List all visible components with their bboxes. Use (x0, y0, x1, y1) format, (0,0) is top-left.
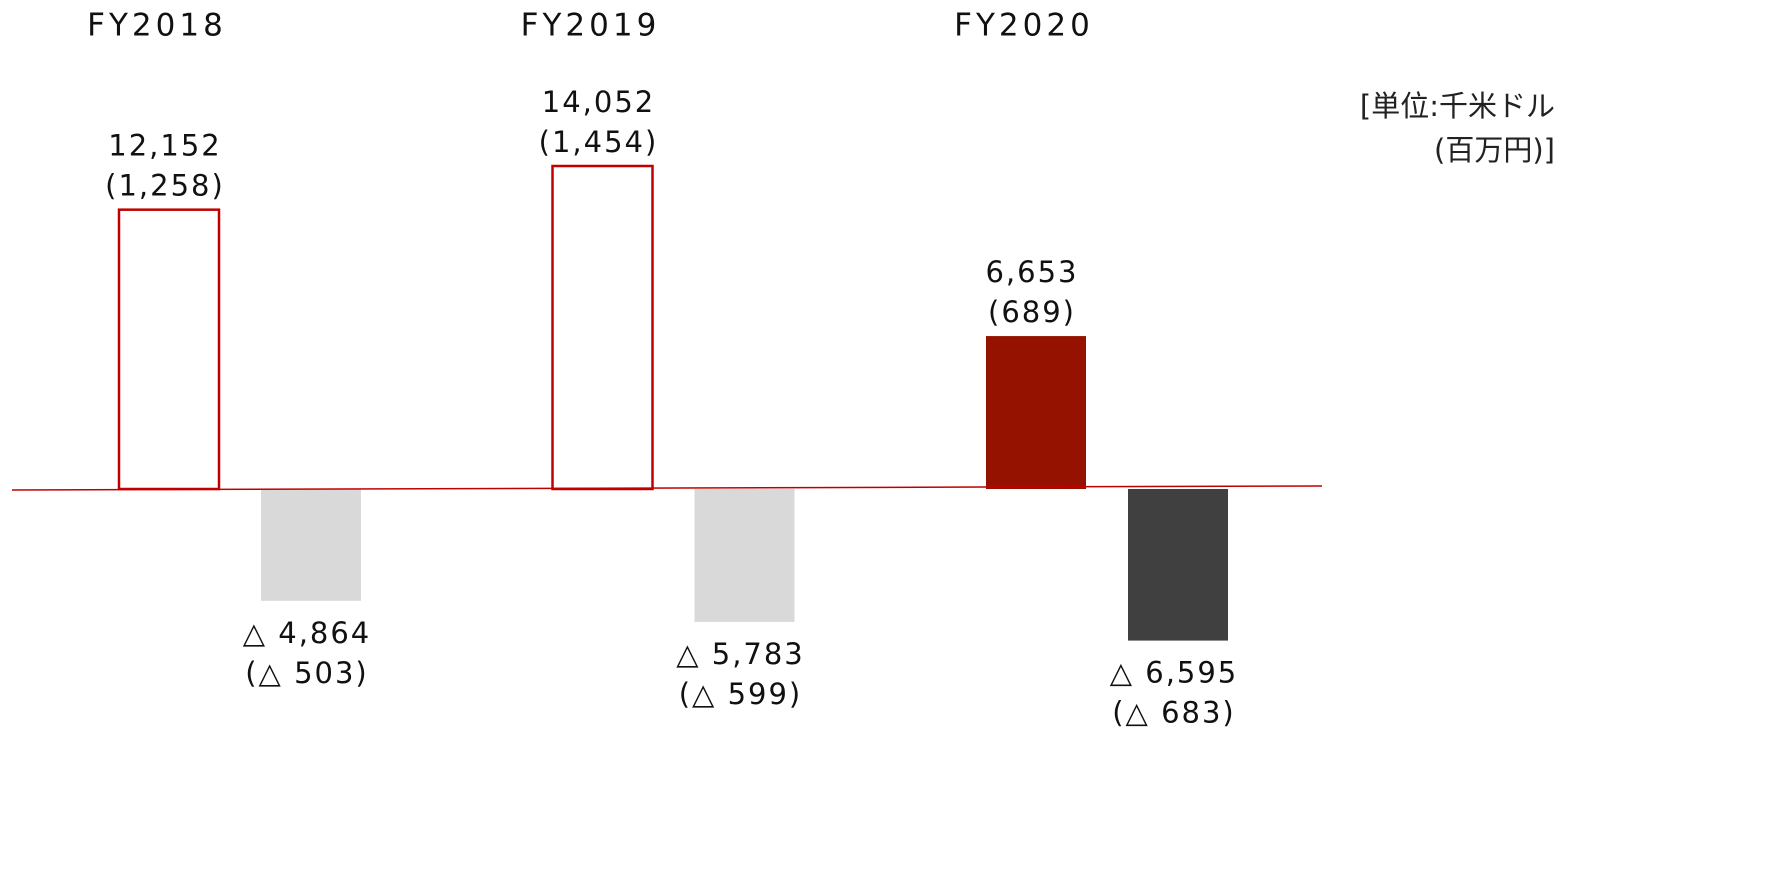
data-label: △ 6,595 (1110, 656, 1239, 690)
data-label: △ 4,864 (243, 616, 372, 650)
bar (694, 489, 795, 622)
bar (986, 336, 1086, 489)
data-label: △ 5,783 (676, 637, 805, 671)
category-label: FY2018 (87, 8, 227, 44)
category-label: FY2019 (521, 8, 661, 44)
data-label: (△ 683) (1112, 696, 1236, 730)
unit-label: [単位:千米ドル (1360, 89, 1555, 123)
data-label: 12,152 (108, 129, 221, 163)
data-label: (1,454) (539, 125, 659, 159)
zero-line (11, 485, 1323, 491)
category-label: FY2020 (954, 8, 1094, 44)
bar (551, 164, 654, 491)
data-label: (△ 503) (245, 656, 369, 690)
data-label: (△ 599) (679, 677, 803, 711)
data-label: 14,052 (542, 85, 655, 119)
data-label: (1,258) (105, 169, 225, 203)
data-label: (689) (988, 295, 1076, 329)
bar (117, 208, 221, 491)
bar (261, 489, 361, 601)
unit-label: (百万円)] (1434, 133, 1555, 167)
data-label: 6,653 (985, 255, 1078, 289)
bar (1128, 489, 1228, 641)
